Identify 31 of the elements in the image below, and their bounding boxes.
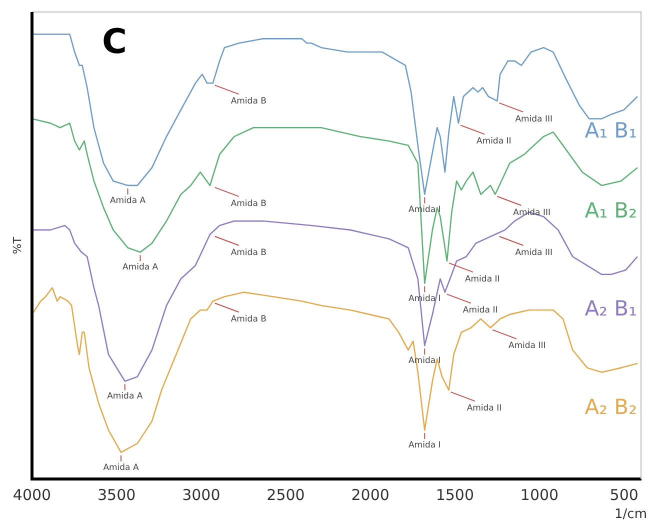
x-axis-title: 1/cm (614, 506, 647, 522)
x-tick-label: 2000 (351, 486, 390, 504)
annotation: Amida II (466, 404, 502, 414)
annotation: Amida III (515, 248, 553, 258)
annotation: Amida A (110, 196, 146, 206)
annotation: Amida A (122, 262, 158, 273)
series-label: A₂ B₁ (584, 296, 637, 320)
annotation: Amida A (103, 462, 139, 473)
annotation: Amida A (107, 392, 143, 402)
x-tick-label: 3500 (97, 486, 136, 504)
series-label: A₁ B₂ (584, 198, 637, 223)
x-tick-label: 500 (610, 486, 638, 504)
annotation: Amida B (230, 198, 267, 209)
annotation: Amida II (476, 136, 512, 147)
x-tick-label: 4000 (12, 486, 52, 504)
annotation: Amida III (508, 341, 546, 352)
series-label: A₂ B₂ (584, 394, 637, 419)
x-tick-label: 1000 (520, 486, 559, 504)
annotation: Amida B (230, 314, 267, 325)
x-tick-label: 3000 (182, 486, 220, 504)
annotation: Amida B (230, 96, 267, 107)
chart-title: C (102, 22, 127, 62)
series-label: A₁ B₁ (584, 118, 637, 143)
x-tick-label: 1500 (436, 486, 474, 504)
annotation: Amida III (515, 114, 553, 124)
annotation: Amida B (230, 248, 267, 258)
annotation: Amida I (408, 440, 441, 451)
annotation: Amida II (462, 306, 498, 316)
y-axis-title: %T (10, 236, 24, 254)
annotation: Amida II (464, 274, 500, 285)
x-tick-label: 2500 (266, 486, 305, 504)
